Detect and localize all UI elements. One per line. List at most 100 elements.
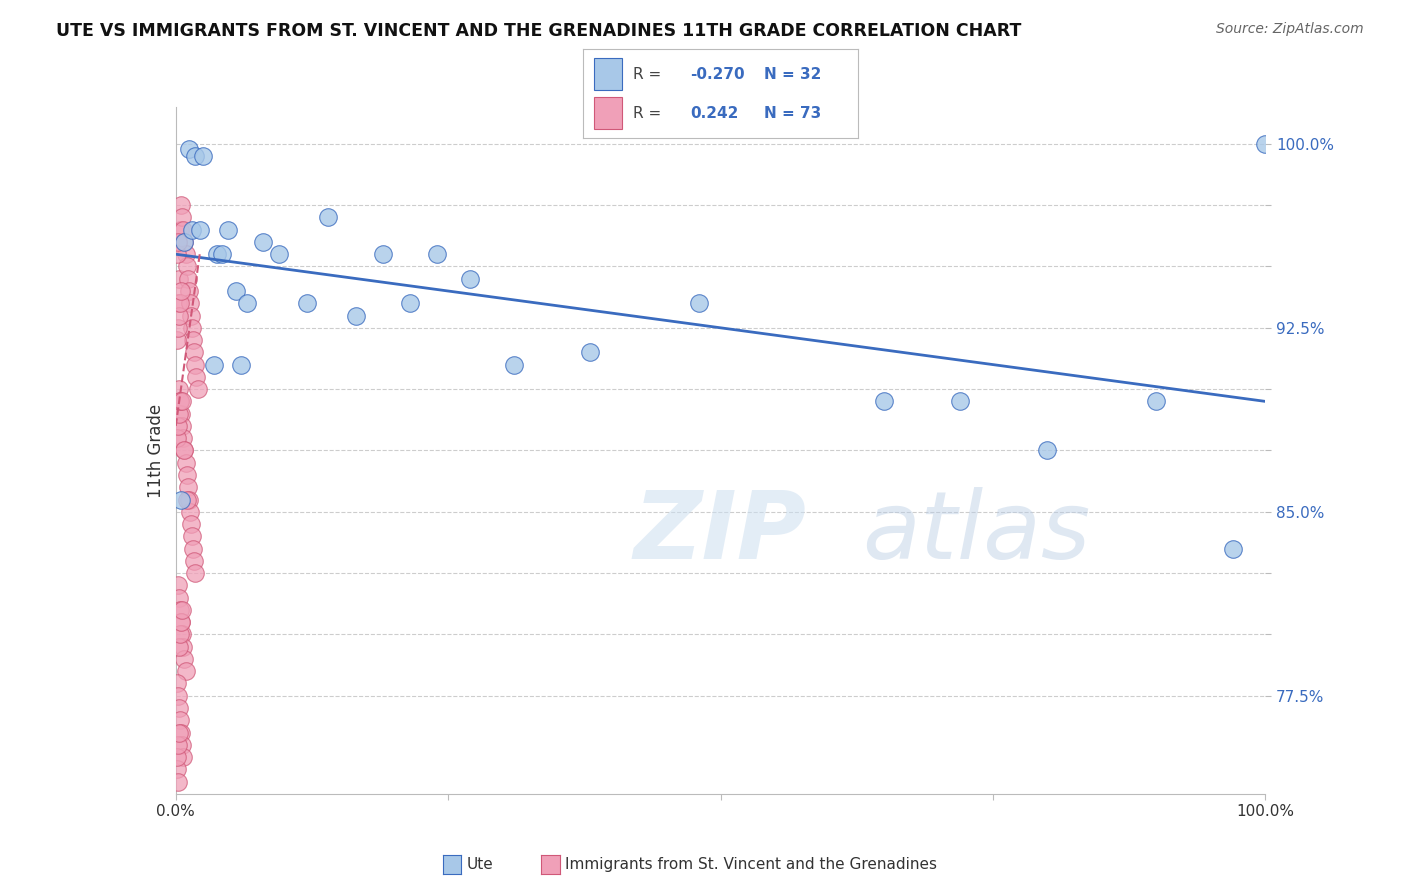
Point xyxy=(167,725,190,739)
Point xyxy=(166,676,188,690)
Point xyxy=(181,222,204,236)
Point xyxy=(173,443,195,458)
Point xyxy=(167,591,190,605)
Point xyxy=(688,296,710,310)
Point xyxy=(176,492,198,507)
Point xyxy=(167,235,190,249)
Point xyxy=(166,750,188,764)
Point xyxy=(344,309,367,323)
Text: atlas: atlas xyxy=(862,487,1091,578)
Point xyxy=(179,296,201,310)
Y-axis label: 11th Grade: 11th Grade xyxy=(146,403,165,498)
Point xyxy=(172,394,194,409)
Point xyxy=(176,260,198,274)
Point xyxy=(179,505,201,519)
Point xyxy=(174,664,197,679)
Point xyxy=(202,358,225,372)
Text: R =: R = xyxy=(633,106,661,120)
Point xyxy=(235,296,257,310)
Point xyxy=(184,358,207,372)
Point xyxy=(183,554,205,568)
Point xyxy=(170,407,193,421)
Point xyxy=(177,492,200,507)
Point xyxy=(170,492,193,507)
Point xyxy=(173,652,195,666)
Point xyxy=(180,516,202,531)
Point xyxy=(172,211,194,225)
Bar xyxy=(595,97,621,129)
Point xyxy=(191,149,214,163)
Point xyxy=(169,627,191,641)
Point xyxy=(167,309,190,323)
Point xyxy=(873,394,896,409)
Text: UTE VS IMMIGRANTS FROM ST. VINCENT AND THE GRENADINES 11TH GRADE CORRELATION CHA: UTE VS IMMIGRANTS FROM ST. VINCENT AND T… xyxy=(56,22,1022,40)
Point xyxy=(170,284,193,298)
Point xyxy=(172,640,194,654)
Point xyxy=(173,235,195,249)
Point xyxy=(172,222,194,236)
Point xyxy=(371,247,394,261)
Point xyxy=(167,738,190,752)
Point xyxy=(205,247,228,261)
Point xyxy=(225,284,247,298)
Point xyxy=(167,701,190,715)
Point xyxy=(173,235,195,249)
Point xyxy=(167,296,190,310)
Point xyxy=(211,247,233,261)
Point xyxy=(170,615,193,629)
Point xyxy=(170,725,193,739)
Point xyxy=(167,271,190,285)
Point xyxy=(181,541,204,556)
Point xyxy=(399,296,422,310)
Point xyxy=(1144,394,1167,409)
Text: -0.270: -0.270 xyxy=(690,67,745,81)
Text: N = 73: N = 73 xyxy=(765,106,821,120)
Point xyxy=(177,271,200,285)
Point xyxy=(167,640,190,654)
Point xyxy=(166,333,188,347)
Point xyxy=(186,369,208,384)
Point xyxy=(167,407,190,421)
Text: N = 32: N = 32 xyxy=(765,67,823,81)
Text: Source: ZipAtlas.com: Source: ZipAtlas.com xyxy=(1216,22,1364,37)
Point xyxy=(172,627,194,641)
Point xyxy=(184,149,207,163)
Point xyxy=(172,750,194,764)
Point xyxy=(167,419,190,434)
Point xyxy=(167,578,190,592)
Point xyxy=(169,296,191,310)
Point xyxy=(170,615,193,629)
Text: Immigrants from St. Vincent and the Grenadines: Immigrants from St. Vincent and the Gren… xyxy=(565,857,938,871)
Point xyxy=(183,345,205,359)
Point xyxy=(186,382,209,396)
Point xyxy=(166,431,188,445)
Point xyxy=(180,309,202,323)
Point xyxy=(177,284,200,298)
Point xyxy=(167,320,190,334)
Text: R =: R = xyxy=(633,67,661,81)
Point xyxy=(167,774,190,789)
Point xyxy=(170,198,193,212)
Point xyxy=(167,382,190,396)
Point xyxy=(177,142,200,156)
Point xyxy=(169,222,191,236)
Point xyxy=(1222,541,1244,556)
Bar xyxy=(595,58,621,90)
Point xyxy=(174,247,197,261)
Point xyxy=(173,443,195,458)
Point xyxy=(172,738,194,752)
Text: ZIP: ZIP xyxy=(633,487,806,579)
Point xyxy=(166,247,188,261)
Point xyxy=(502,358,524,372)
Point xyxy=(579,345,602,359)
Point xyxy=(426,247,449,261)
Point xyxy=(231,358,253,372)
Point xyxy=(174,456,197,470)
Point xyxy=(318,211,340,225)
Point xyxy=(167,689,190,703)
Point xyxy=(169,714,191,728)
Point xyxy=(269,247,291,261)
Text: Ute: Ute xyxy=(467,857,494,871)
Point xyxy=(181,320,204,334)
Point xyxy=(172,603,194,617)
